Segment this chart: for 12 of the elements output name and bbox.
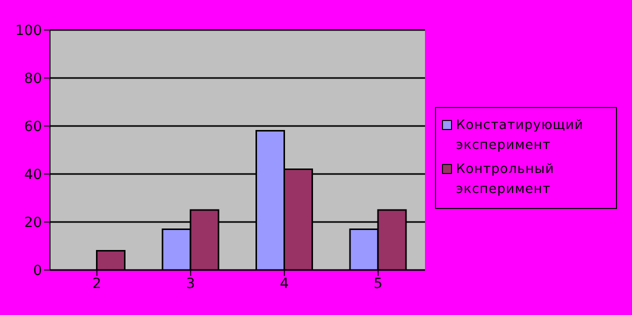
- y-tick-label: 40: [24, 166, 42, 183]
- y-tick-label: 100: [15, 22, 42, 39]
- y-tick-label: 60: [24, 118, 42, 135]
- x-tick-label: 5: [374, 276, 383, 292]
- y-tick-label: 20: [24, 214, 42, 231]
- y-tick-label: 0: [33, 262, 42, 279]
- legend-label: Контрольный эксперимент: [456, 160, 556, 198]
- y-tick-label: 80: [24, 70, 42, 87]
- x-tick-label: 4: [280, 276, 289, 292]
- x-tick-label: 3: [186, 276, 196, 292]
- x-tick-label: 2: [92, 276, 102, 292]
- legend-label: Констатирующий эксперимент: [456, 116, 584, 154]
